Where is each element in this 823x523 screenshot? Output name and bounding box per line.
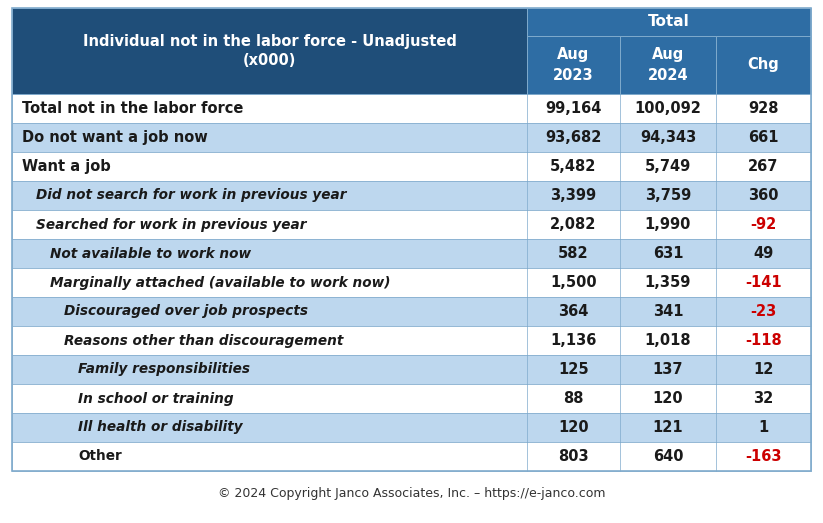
Text: 88: 88 (563, 391, 584, 406)
Text: 1,500: 1,500 (551, 275, 597, 290)
Text: Aug
2024: Aug 2024 (648, 47, 688, 83)
Bar (12, 326, 811, 355)
Text: 49: 49 (753, 246, 774, 261)
Text: 121: 121 (653, 420, 683, 435)
Text: -141: -141 (745, 275, 782, 290)
Bar (12, 181, 811, 210)
Bar (620, 36, 716, 94)
Text: Marginally attached (available to work now): Marginally attached (available to work n… (50, 276, 390, 290)
Text: Want a job: Want a job (22, 159, 111, 174)
Text: -163: -163 (746, 449, 782, 464)
Text: Aug
2023: Aug 2023 (553, 47, 594, 83)
Bar (12, 210, 811, 239)
Bar (12, 413, 811, 442)
Text: 93,682: 93,682 (546, 130, 602, 145)
Text: 267: 267 (748, 159, 779, 174)
Text: 928: 928 (748, 101, 779, 116)
Text: 631: 631 (653, 246, 683, 261)
Text: 5,482: 5,482 (551, 159, 597, 174)
Text: -92: -92 (751, 217, 777, 232)
Text: In school or training: In school or training (78, 392, 234, 405)
Bar (12, 123, 811, 152)
Text: Not available to work now: Not available to work now (50, 246, 251, 260)
Text: 125: 125 (558, 362, 588, 377)
Text: 364: 364 (558, 304, 588, 319)
Text: 2,082: 2,082 (551, 217, 597, 232)
Text: 582: 582 (558, 246, 588, 261)
Text: © 2024 Copyright Janco Associates, Inc. – https://e-janco.com: © 2024 Copyright Janco Associates, Inc. … (218, 486, 605, 499)
Text: Individual not in the labor force - Unadjusted
(x000): Individual not in the labor force - Unad… (82, 33, 457, 69)
Text: 120: 120 (653, 391, 683, 406)
Text: Family responsibilities: Family responsibilities (78, 362, 250, 377)
Text: 1,018: 1,018 (644, 333, 691, 348)
Text: Total not in the labor force: Total not in the labor force (22, 101, 244, 116)
Text: Reasons other than discouragement: Reasons other than discouragement (64, 334, 343, 347)
Bar (12, 8, 527, 94)
Text: -23: -23 (751, 304, 777, 319)
Text: Searched for work in previous year: Searched for work in previous year (36, 218, 306, 232)
Bar (12, 268, 811, 297)
Text: 360: 360 (748, 188, 779, 203)
Text: 137: 137 (653, 362, 683, 377)
Bar (12, 442, 811, 471)
Text: 3,399: 3,399 (551, 188, 597, 203)
Text: Ill health or disability: Ill health or disability (78, 420, 243, 435)
Bar (12, 239, 811, 268)
Bar (527, 8, 811, 36)
Bar (716, 36, 811, 94)
Text: 100,092: 100,092 (635, 101, 701, 116)
Text: 1,990: 1,990 (644, 217, 691, 232)
Text: Do not want a job now: Do not want a job now (22, 130, 207, 145)
Bar (12, 152, 811, 181)
Bar (12, 355, 811, 384)
Text: -118: -118 (745, 333, 782, 348)
Bar (12, 8, 811, 471)
Text: 3,759: 3,759 (645, 188, 691, 203)
Text: Discouraged over job prospects: Discouraged over job prospects (64, 304, 308, 319)
Bar (527, 36, 620, 94)
Text: 803: 803 (558, 449, 588, 464)
Text: 99,164: 99,164 (546, 101, 602, 116)
Bar (12, 384, 811, 413)
Text: 640: 640 (653, 449, 683, 464)
Text: Chg: Chg (747, 58, 779, 73)
Bar (12, 297, 811, 326)
Text: 1: 1 (758, 420, 769, 435)
Text: 12: 12 (753, 362, 774, 377)
Text: 32: 32 (753, 391, 774, 406)
Text: 1,359: 1,359 (644, 275, 691, 290)
Text: 5,749: 5,749 (645, 159, 691, 174)
Text: 94,343: 94,343 (639, 130, 696, 145)
Bar (12, 94, 811, 123)
Text: 661: 661 (748, 130, 779, 145)
Text: Did not search for work in previous year: Did not search for work in previous year (36, 188, 346, 202)
Text: 120: 120 (558, 420, 588, 435)
Text: Other: Other (78, 449, 122, 463)
Text: Total: Total (649, 15, 690, 29)
Text: 341: 341 (653, 304, 683, 319)
Text: 1,136: 1,136 (551, 333, 597, 348)
